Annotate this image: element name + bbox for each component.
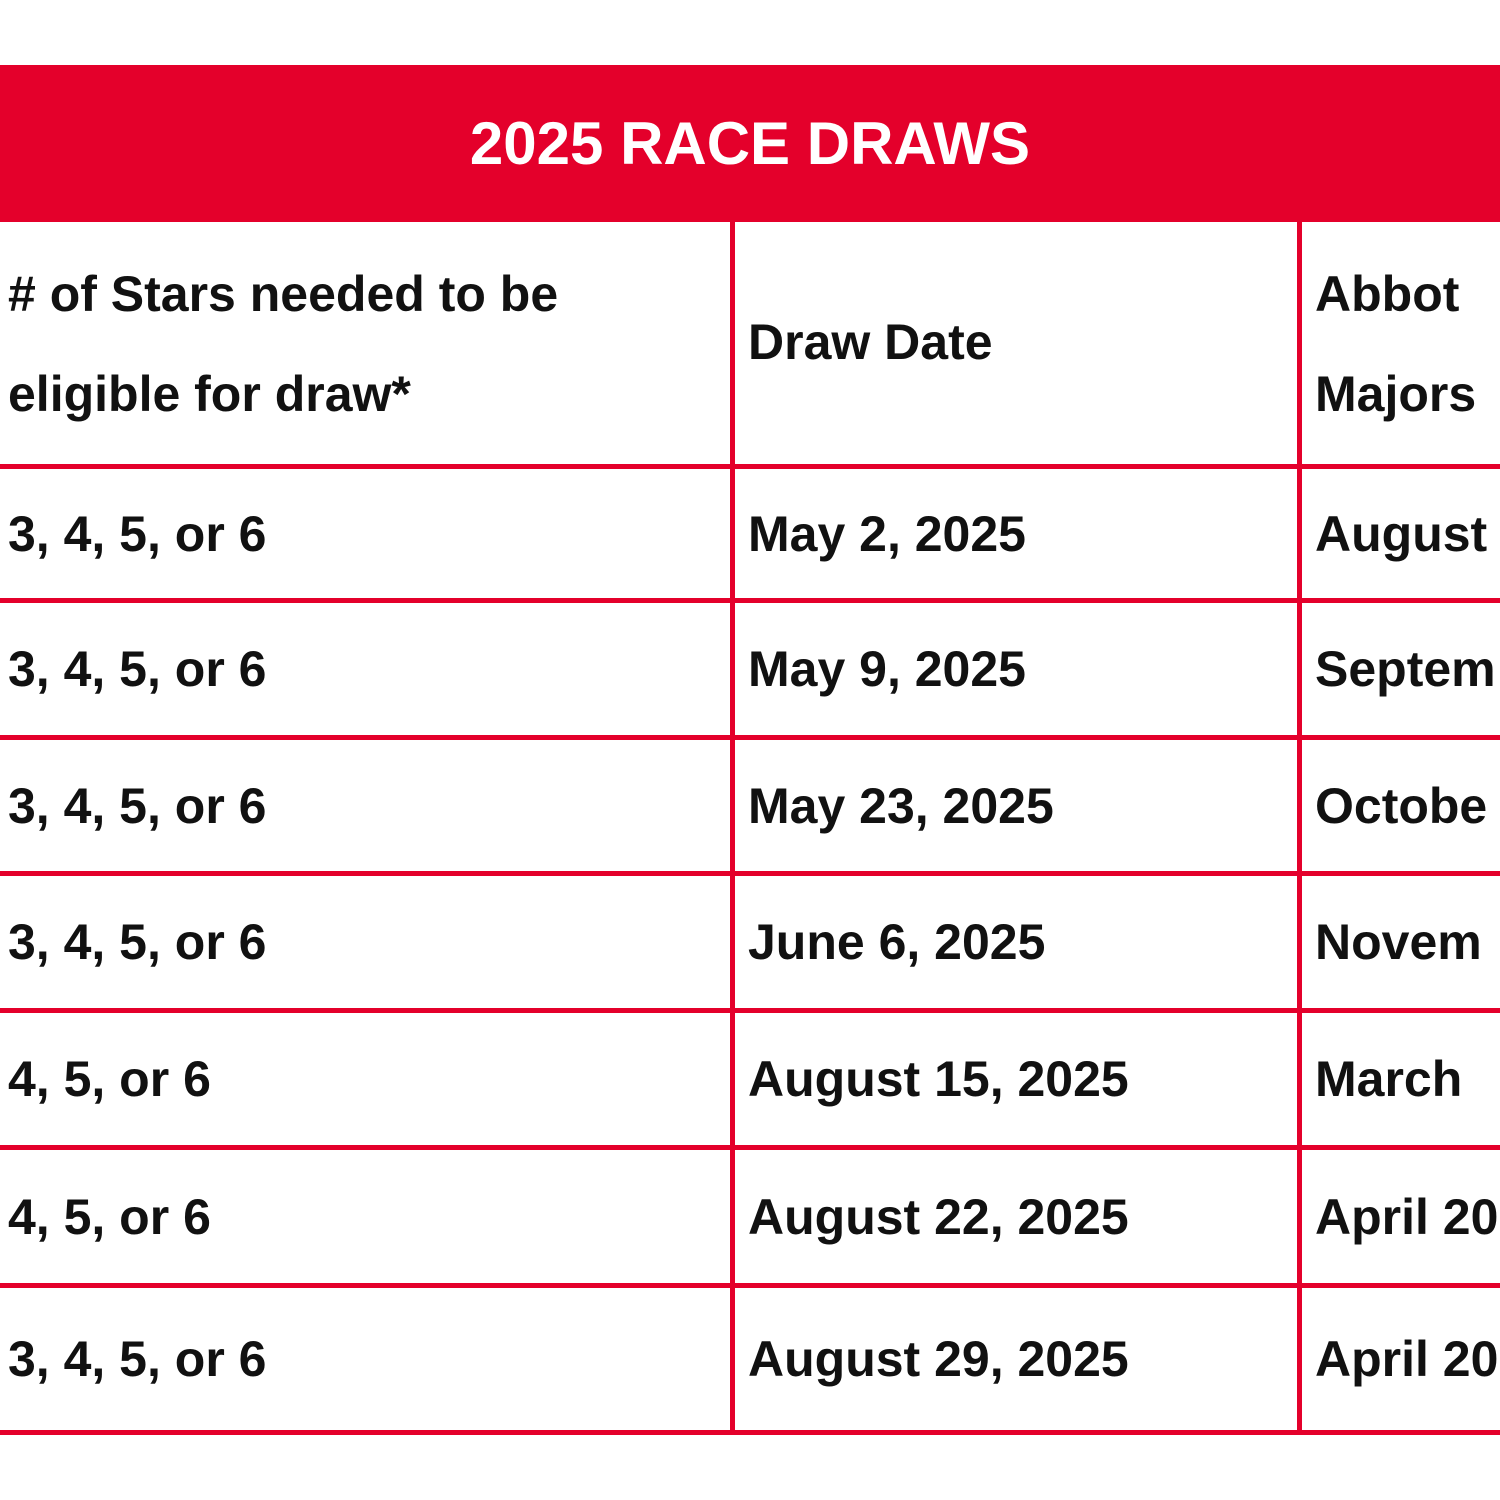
cell-draw-date: August 29, 2025 xyxy=(748,1331,1129,1387)
cell-stars: 4, 5, or 6 xyxy=(8,1188,211,1245)
cell-draw-date: August 22, 2025 xyxy=(748,1188,1129,1245)
cell-stars: 3, 4, 5, or 6 xyxy=(8,914,267,970)
cell-draw-date: May 9, 2025 xyxy=(748,641,1026,697)
cell-race: Novem xyxy=(1315,914,1482,970)
cell-draw-date: May 23, 2025 xyxy=(748,777,1054,834)
row-divider xyxy=(0,871,1500,876)
cell-draw-date: May 2, 2025 xyxy=(748,505,1026,562)
column-divider xyxy=(1297,222,1302,1434)
cell-draw-date: June 6, 2025 xyxy=(748,914,1046,970)
header-stars-line1: # of Stars needed to be xyxy=(8,266,559,322)
cell-stars: 3, 4, 5, or 6 xyxy=(8,641,267,697)
header-draw-date-text: Draw Date xyxy=(748,314,993,370)
row-divider xyxy=(0,1145,1500,1150)
cell-draw-date: August 15, 2025 xyxy=(748,1051,1129,1107)
cell-stars: 3, 4, 5, or 6 xyxy=(8,1331,267,1387)
header-majors-line1: Abbot xyxy=(1315,266,1460,322)
header-majors-line2: Majors xyxy=(1315,366,1477,422)
cell-race: March xyxy=(1315,1051,1463,1107)
cell-stars: 3, 4, 5, or 6 xyxy=(8,505,267,562)
row-divider xyxy=(0,1430,1500,1435)
row-divider xyxy=(0,735,1500,740)
cell-race: April 20 xyxy=(1315,1331,1499,1387)
cell-stars: 4, 5, or 6 xyxy=(8,1051,211,1107)
row-divider xyxy=(0,1283,1500,1288)
cell-race: April 20 xyxy=(1315,1188,1499,1245)
row-divider xyxy=(0,1008,1500,1013)
header-stars: # of Stars needed to be eligible for dra… xyxy=(8,222,730,466)
column-divider xyxy=(730,222,735,1434)
row-divider xyxy=(0,464,1500,469)
cell-race: Octobe xyxy=(1315,777,1488,834)
cell-stars: 3, 4, 5, or 6 xyxy=(8,777,267,834)
cell-race: Septem xyxy=(1315,641,1496,697)
table-title: 2025 RACE DRAWS xyxy=(469,110,1031,177)
header-stars-line2: eligible for draw* xyxy=(8,366,411,422)
title-banner: 2025 RACE DRAWS xyxy=(0,65,1500,222)
header-draw-date: Draw Date xyxy=(748,222,1298,462)
cell-race: August xyxy=(1315,505,1488,562)
header-majors: Abbot Majors xyxy=(1315,222,1500,466)
row-divider xyxy=(0,598,1500,603)
